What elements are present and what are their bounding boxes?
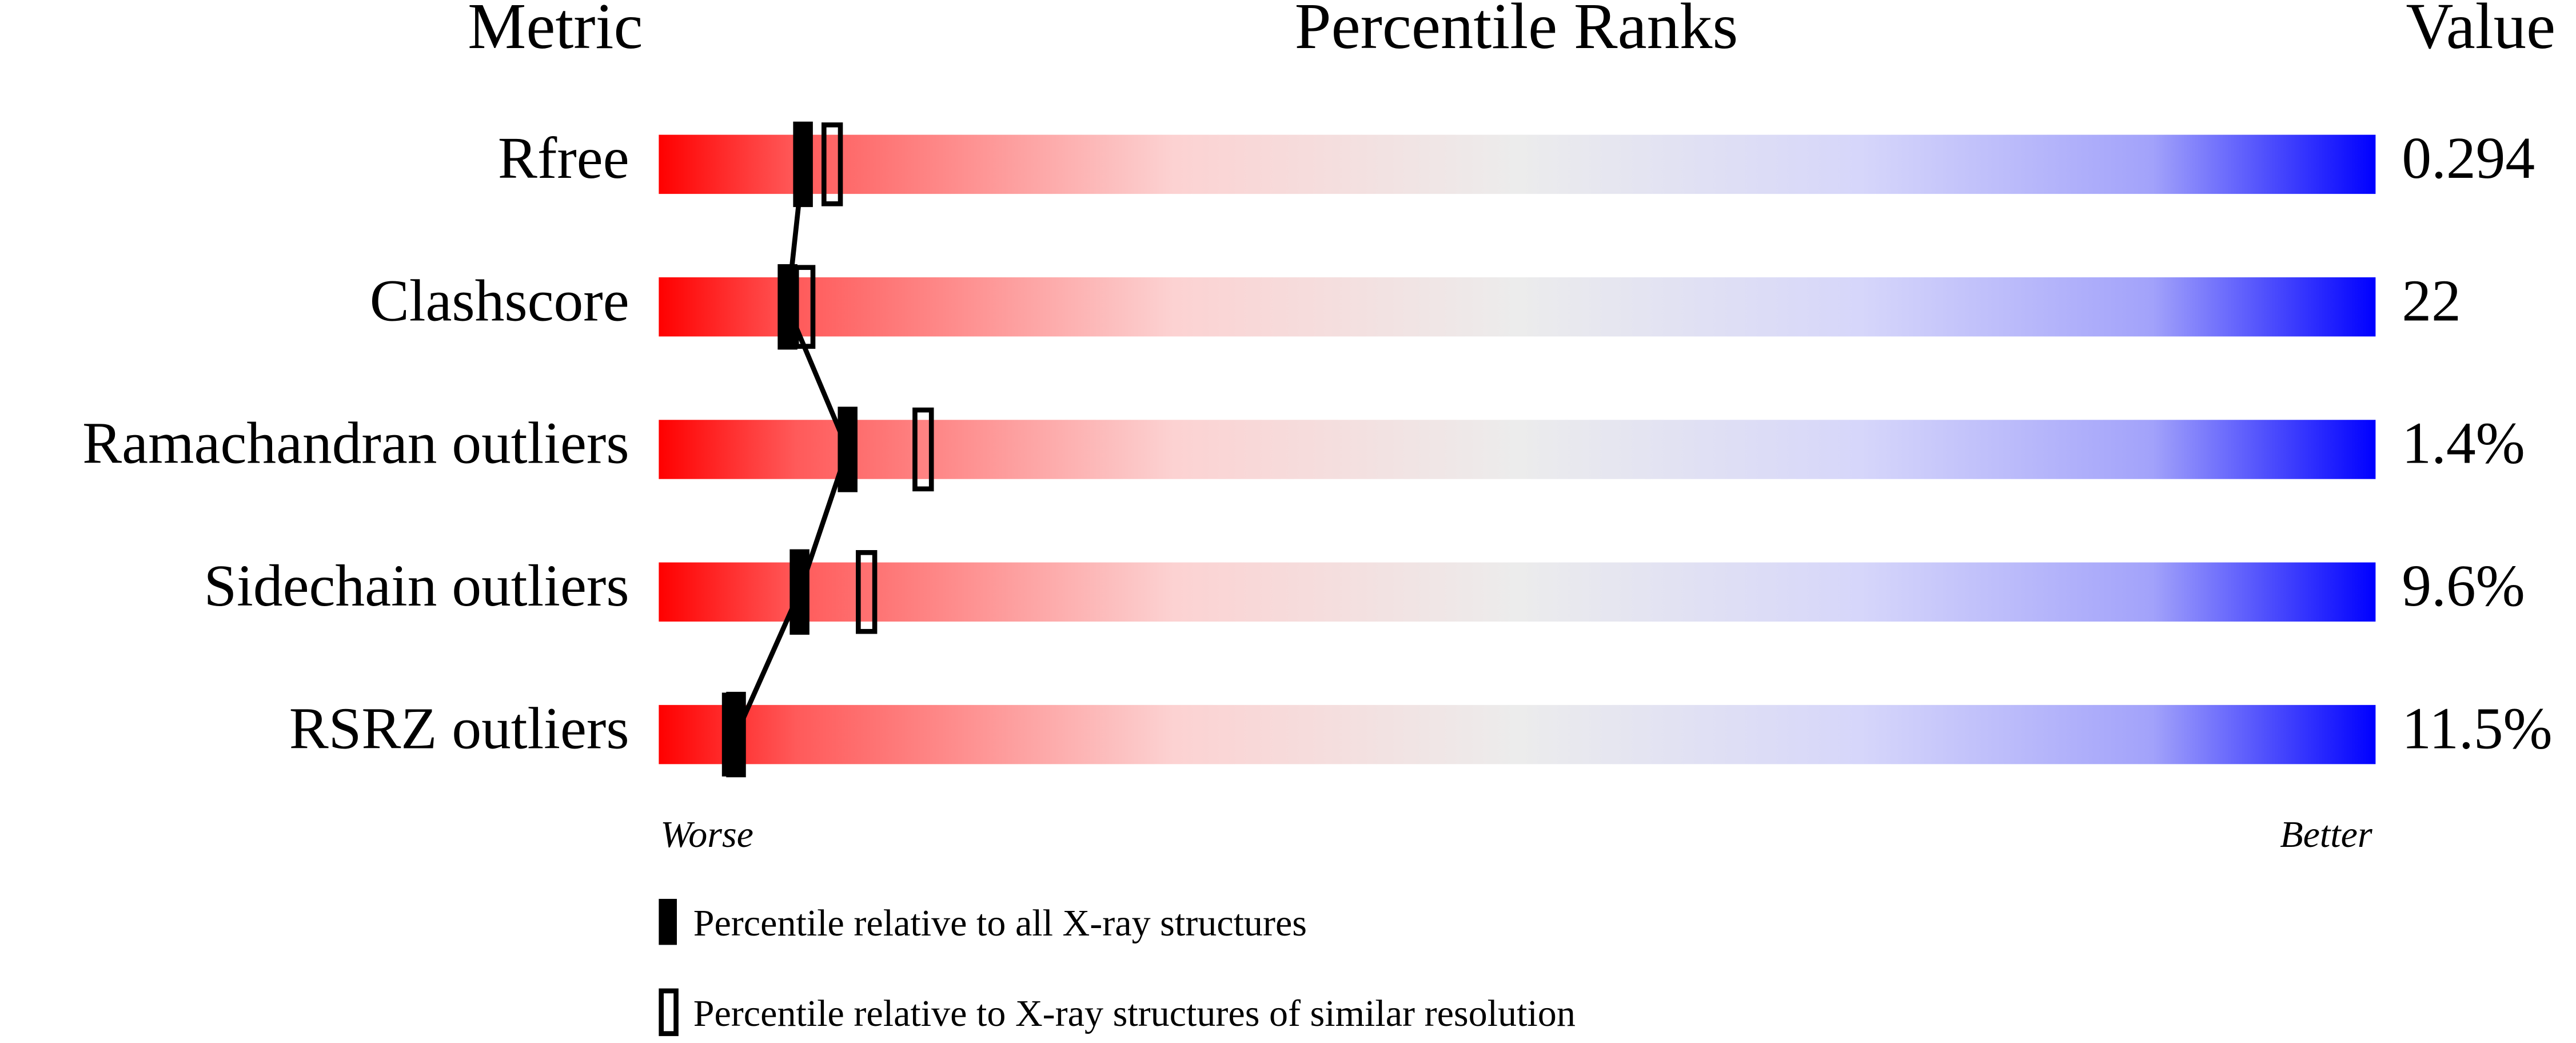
metric-value: 9.6% xyxy=(2402,554,2525,619)
metric-value: 0.294 xyxy=(2402,126,2535,191)
legend-swatch xyxy=(659,898,677,945)
legend-swatch xyxy=(659,988,679,1036)
legend-label: Percentile relative to X-ray structures … xyxy=(693,993,1576,1034)
similar-resolution-marker xyxy=(821,122,843,206)
metric-label: Ramachandran outliers xyxy=(82,411,629,476)
all-structures-marker xyxy=(726,691,746,778)
percentile-bar xyxy=(659,277,2376,337)
all-structures-marker xyxy=(789,549,810,635)
metric-label: Sidechain outliers xyxy=(204,554,629,619)
metric-label: Rfree xyxy=(498,126,629,191)
percentile-bar xyxy=(659,704,2376,765)
header: Percentile Ranks xyxy=(1295,0,1738,62)
header: Metric xyxy=(468,0,643,62)
axis-label: Worse xyxy=(660,814,753,855)
metric-label: Clashscore xyxy=(370,268,629,333)
all-structures-marker xyxy=(838,407,858,492)
metric-label: RSRZ outliers xyxy=(289,696,629,761)
metric-value: 11.5% xyxy=(2402,696,2552,761)
axis-label: Better xyxy=(2280,814,2372,855)
legend-label: Percentile relative to all X-ray structu… xyxy=(693,902,1307,944)
all-structures-marker xyxy=(793,121,813,208)
percentile-bar xyxy=(659,420,2376,479)
header: Value xyxy=(2406,0,2555,62)
percentile-bar xyxy=(659,134,2376,194)
metric-value: 1.4% xyxy=(2402,411,2525,476)
similar-resolution-marker xyxy=(856,550,878,634)
percentile-bar xyxy=(659,562,2376,622)
metric-value: 22 xyxy=(2402,268,2461,333)
similar-resolution-marker xyxy=(912,407,934,492)
all-structures-marker xyxy=(777,264,797,350)
